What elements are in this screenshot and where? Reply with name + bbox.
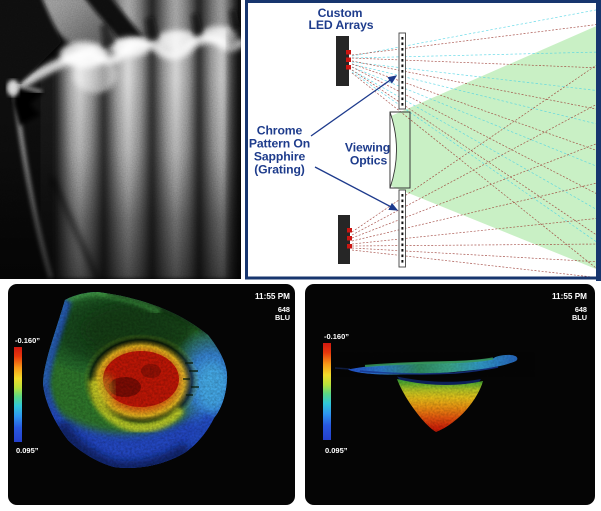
svg-text:Viewing: Viewing (345, 141, 390, 155)
svg-text:648: 648 (575, 305, 587, 314)
svg-text:-0.160”: -0.160” (15, 336, 40, 345)
svg-text:11:55 PM: 11:55 PM (255, 292, 290, 301)
svg-text:11:55 PM: 11:55 PM (552, 292, 587, 301)
svg-text:0.095”: 0.095” (325, 446, 348, 455)
svg-text:LED Arrays: LED Arrays (309, 18, 374, 32)
svg-text:-0.160”: -0.160” (324, 332, 349, 341)
svg-text:Sapphire: Sapphire (254, 150, 306, 164)
svg-text:Pattern On: Pattern On (249, 137, 310, 151)
svg-text:Custom: Custom (318, 6, 363, 20)
svg-text:0.095”: 0.095” (16, 446, 39, 455)
svg-text:Chrome: Chrome (257, 124, 303, 138)
svg-text:BLU: BLU (275, 313, 290, 322)
svg-text:BLU: BLU (572, 313, 587, 322)
svg-text:Optics: Optics (350, 154, 388, 168)
svg-text:(Grating): (Grating) (254, 163, 305, 177)
svg-text:648: 648 (278, 305, 290, 314)
